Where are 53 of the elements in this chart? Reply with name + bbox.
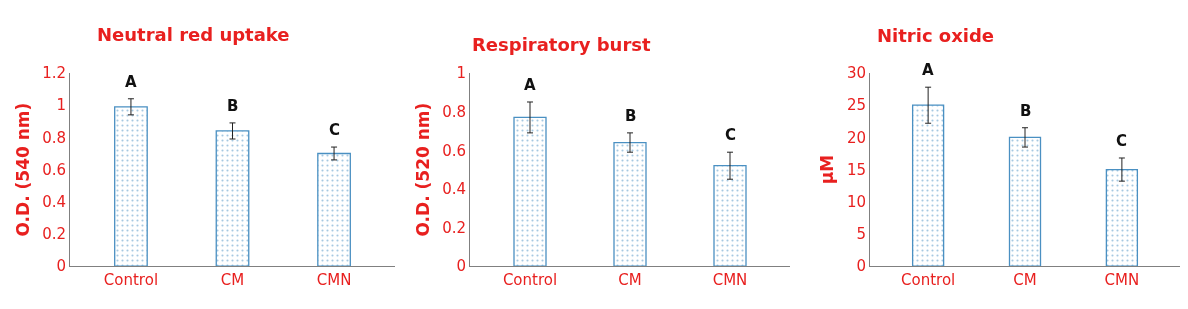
y-tick-label: 0.4: [442, 180, 466, 199]
annotation: C: [1116, 132, 1128, 150]
bar: [114, 106, 148, 267]
y-tick-label: 0.2: [42, 225, 66, 244]
y-tick-label: 5: [856, 225, 866, 244]
y-tick-label: 1: [456, 64, 466, 83]
x-tick-label: CM: [1013, 271, 1037, 290]
bar: [513, 116, 547, 267]
chart-title: Respiratory burst: [472, 34, 651, 55]
y-tick-label: 1.2: [42, 64, 66, 83]
annotation: C: [329, 121, 341, 139]
y-tick-label: 0.4: [42, 193, 66, 211]
x-tick-label: CM: [220, 271, 245, 290]
chart-title: Nitric oxide: [877, 25, 995, 46]
y-tick-label: 10: [846, 193, 866, 211]
x-tick-label: CM: [618, 271, 642, 290]
x-tick-label: CMN: [1104, 271, 1140, 290]
y-tick-label: 1: [56, 96, 66, 115]
annotation: A: [125, 73, 137, 91]
annotation: B: [227, 97, 239, 115]
annotation: A: [922, 61, 934, 79]
bar: [1008, 136, 1042, 267]
y-tick-label: 0.8: [42, 128, 66, 147]
y-axis-title: O.D. (540 nm): [12, 102, 33, 237]
y-tick-label: 30: [846, 64, 866, 83]
x-tick-label: CMN: [712, 271, 748, 290]
bar: [215, 130, 250, 267]
y-tick-label: 20: [846, 128, 866, 147]
y-tick-label: 15: [846, 160, 866, 179]
x-tick-label: Control: [103, 271, 159, 290]
bar: [1105, 168, 1139, 267]
bar: [613, 141, 647, 267]
y-tick-label: 0.6: [442, 141, 466, 160]
annotation: C: [725, 126, 737, 144]
chart-title: Neutral red uptake: [97, 24, 290, 45]
x-tick-label: Control: [901, 271, 956, 290]
y-tick-label: 0.2: [442, 218, 466, 237]
y-tick-label: 0: [856, 257, 866, 276]
y-tick-label: 0.6: [42, 160, 66, 179]
annotation: A: [524, 76, 536, 94]
y-tick-label: 25: [846, 96, 866, 115]
y-axis-title: µM: [817, 154, 838, 185]
y-tick-label: 0.8: [442, 102, 466, 121]
bar: [713, 165, 747, 267]
x-tick-label: CMN: [316, 271, 352, 290]
bar: [911, 104, 945, 267]
y-tick-label: 0: [56, 257, 66, 276]
bar: [317, 152, 351, 267]
annotation: B: [625, 107, 637, 125]
y-axis-title: O.D. (520 nm): [412, 102, 433, 237]
x-tick-label: Control: [502, 271, 558, 290]
y-tick-label: 0: [456, 257, 466, 276]
annotation: B: [1020, 102, 1032, 120]
